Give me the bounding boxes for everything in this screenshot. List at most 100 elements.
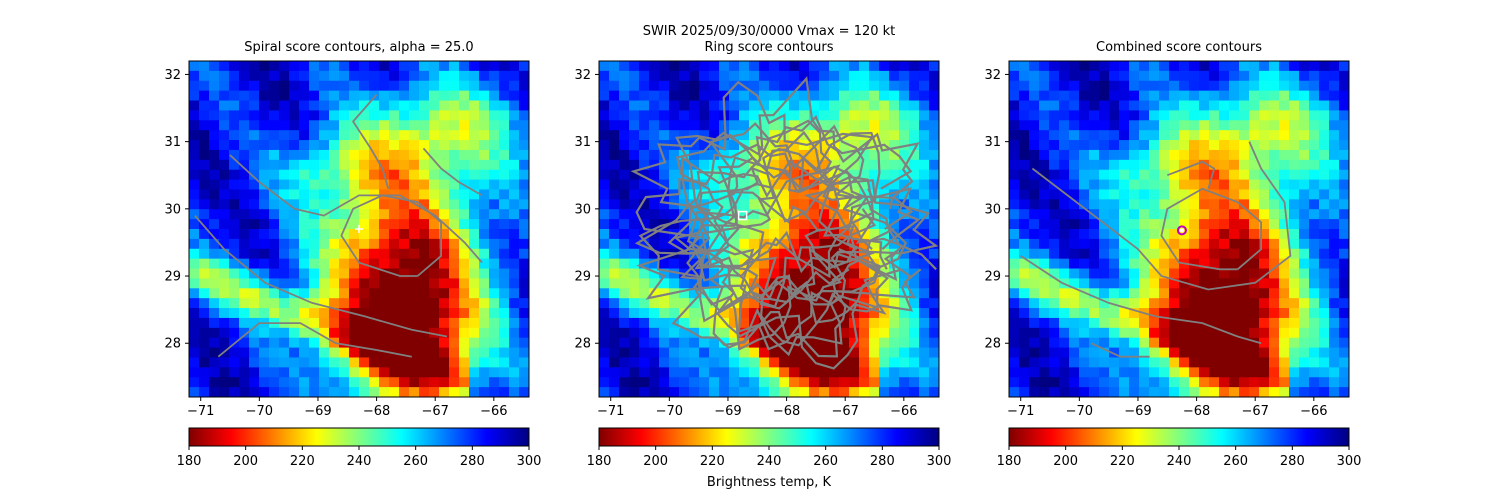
heatmap-cell: [1059, 130, 1070, 141]
plot-frame: [598, 60, 940, 398]
heatmap-cell: [809, 80, 820, 92]
heatmap-cell: [769, 248, 780, 260]
heatmap-cell: [509, 278, 520, 289]
heatmap-cell: [1049, 149, 1060, 161]
heatmap-cell: [1159, 347, 1170, 359]
heatmap-cell: [329, 367, 340, 378]
heatmap-cell: [239, 248, 250, 260]
heatmap-cell: [509, 377, 520, 388]
heatmap-cell: [929, 268, 939, 280]
heatmap-cell: [409, 248, 420, 260]
heatmap-cell: [409, 347, 420, 359]
heatmap-cell: [689, 100, 700, 112]
center-marker: [1176, 225, 1187, 236]
heatmap-cell: [1239, 377, 1250, 388]
heatmap-cell: [1049, 337, 1060, 349]
heatmap-cell: [499, 169, 510, 181]
heatmap-cell: [1329, 70, 1340, 82]
heatmap-cell: [609, 61, 620, 72]
heatmap-cell: [1009, 357, 1020, 368]
heatmap-cell: [1219, 100, 1230, 112]
heatmap-cell: [1279, 317, 1290, 329]
heatmap-cell: [209, 288, 220, 299]
heatmap-cell: [329, 229, 340, 240]
heatmap-cell: [1179, 298, 1190, 309]
heatmap-cell: [379, 327, 390, 339]
heatmap-cell: [779, 387, 790, 397]
heatmap-cell: [289, 140, 300, 151]
heatmap-cell: [1269, 298, 1280, 309]
heatmap-cell: [1209, 90, 1220, 102]
heatmap-cell: [929, 159, 939, 171]
heatmap-cell: [599, 288, 610, 299]
heatmap-cell: [799, 110, 810, 121]
heatmap-cell: [1009, 61, 1020, 72]
heatmap-cell: [1239, 169, 1250, 181]
heatmap-cell: [1069, 377, 1080, 388]
heatmap-cell: [479, 61, 490, 72]
heatmap-cell: [1019, 347, 1030, 359]
heatmap-cell: [1069, 209, 1080, 220]
heatmap-cell: [399, 80, 410, 92]
heatmap-cell: [1239, 189, 1250, 200]
heatmap-cell: [1129, 337, 1140, 349]
heatmap-cell: [1319, 199, 1330, 210]
heatmap-cell: [439, 140, 450, 151]
heatmap-cell: [309, 278, 320, 289]
heatmap-cell: [679, 298, 690, 309]
heatmap-cell: [1199, 140, 1210, 151]
heatmap-cell: [339, 100, 350, 112]
heatmap-cell: [649, 298, 660, 309]
panel-spiral: Spiral score contours, alpha = 25.0 −71−…: [164, 40, 541, 469]
heatmap-cell: [479, 80, 490, 92]
heatmap-cell: [639, 308, 650, 319]
heatmap-cell: [1259, 100, 1270, 112]
heatmap-cell: [779, 238, 790, 250]
heatmap-cell: [1309, 100, 1320, 112]
heatmap-cell: [1029, 80, 1040, 92]
heatmap-cell: [1069, 298, 1080, 309]
heatmap-cell: [229, 298, 240, 309]
heatmap-cell: [859, 169, 870, 181]
heatmap-cell: [239, 179, 250, 191]
heatmap-cell: [509, 298, 520, 309]
heatmap-cell: [1079, 209, 1090, 220]
heatmap-cell: [679, 61, 690, 72]
heatmap-cell: [359, 317, 370, 329]
heatmap-cell: [449, 219, 460, 230]
heatmap-cell: [889, 169, 900, 181]
heatmap-cell: [699, 298, 710, 309]
heatmap-cell: [1189, 229, 1200, 240]
heatmap-cell: [439, 327, 450, 339]
heatmap-cell: [409, 189, 420, 200]
heatmap-cell: [289, 288, 300, 299]
heatmap-cell: [1209, 80, 1220, 92]
heatmap-cell: [1119, 248, 1130, 260]
heatmap-cell: [369, 179, 380, 191]
heatmap-cell: [419, 149, 430, 161]
heatmap-cell: [1219, 377, 1230, 388]
heatmap-cell: [259, 199, 270, 210]
heatmap-cell: [269, 80, 280, 92]
heatmap-cell: [1299, 219, 1310, 230]
heatmap-cell: [699, 80, 710, 92]
heatmap-cell: [809, 169, 820, 181]
heatmap-cell: [349, 100, 360, 112]
heatmap-cell: [379, 248, 390, 260]
heatmap-cell: [619, 159, 630, 171]
heatmap-cell: [779, 100, 790, 112]
heatmap-cell: [729, 120, 740, 131]
heatmap-cell: [789, 100, 800, 112]
heatmap-cell: [379, 268, 390, 280]
heatmap-cell: [839, 140, 850, 151]
heatmap-cell: [1239, 367, 1250, 378]
heatmap-cell: [459, 149, 470, 161]
heatmap-cell: [1149, 229, 1160, 240]
heatmap-cell: [1059, 140, 1070, 151]
heatmap-cell: [669, 130, 680, 141]
heatmap-cell: [1309, 258, 1320, 270]
heatmap-cell: [759, 70, 770, 82]
heatmap-cell: [619, 130, 630, 141]
heatmap-cell: [279, 169, 290, 181]
heatmap-cell: [629, 209, 640, 220]
